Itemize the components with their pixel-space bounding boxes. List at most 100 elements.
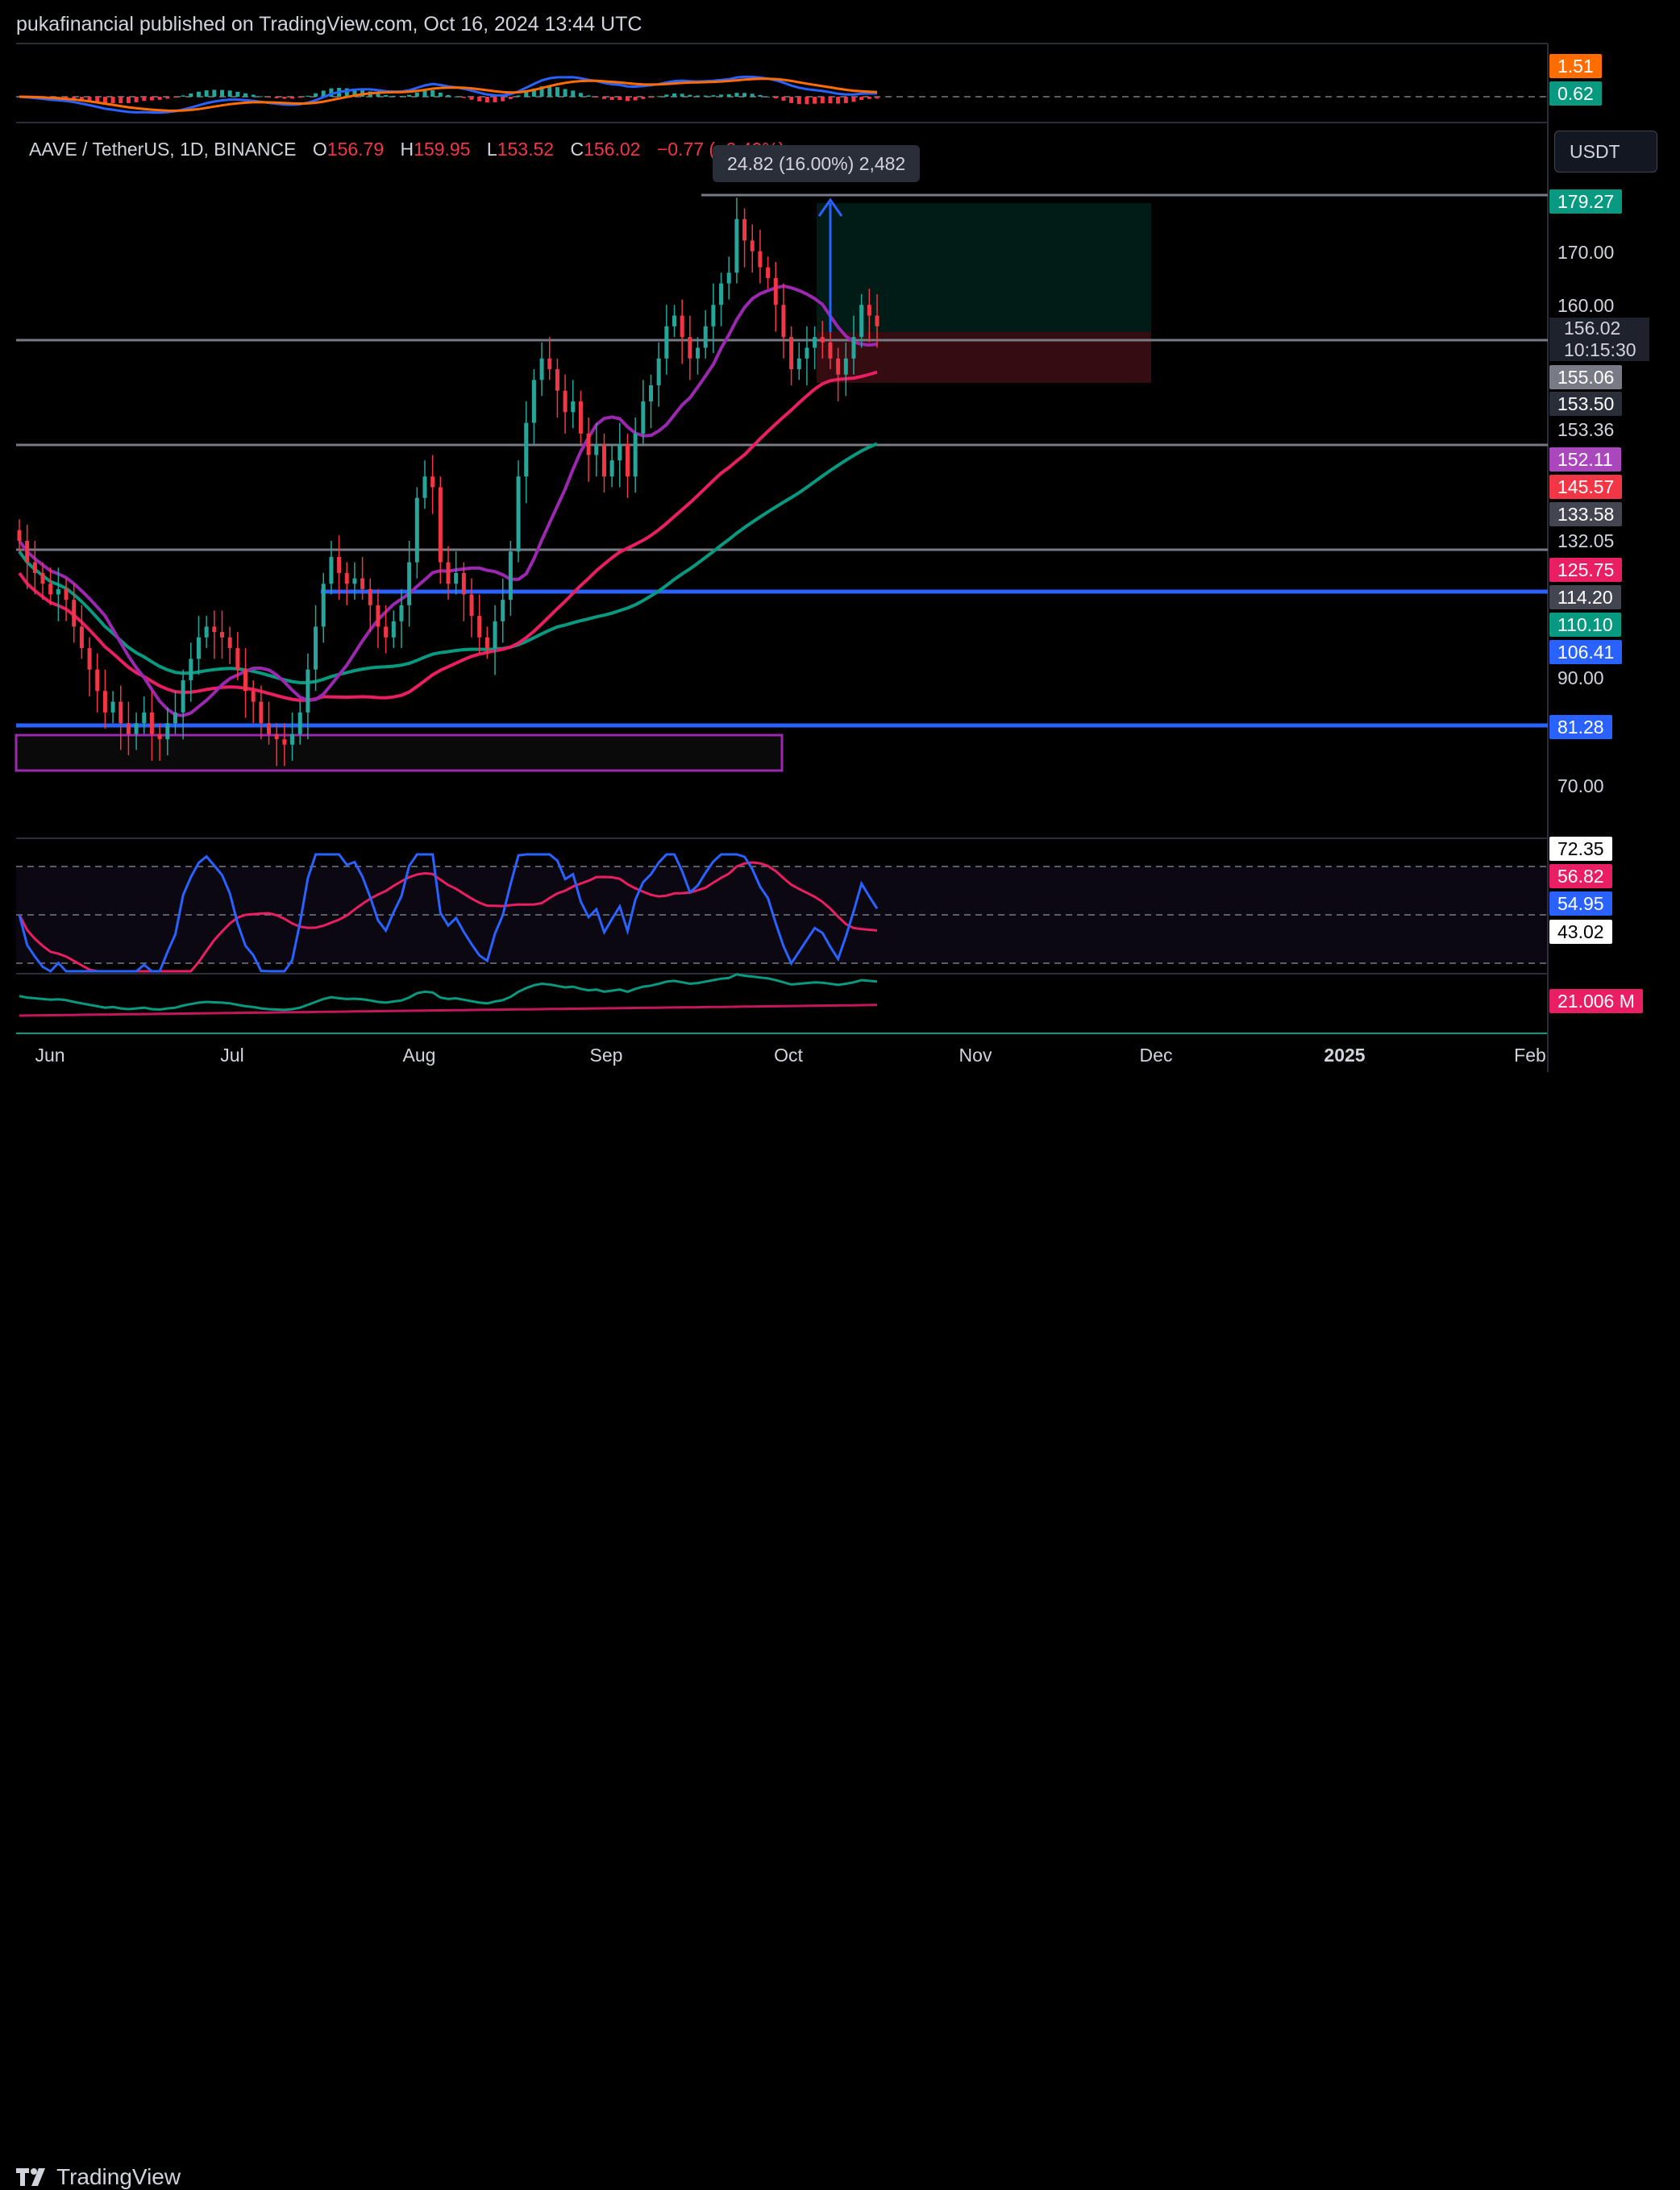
candle-body (430, 476, 435, 488)
macd-histogram-bar (641, 97, 646, 99)
candle-body (750, 240, 755, 251)
macd-histogram-bar (843, 97, 848, 103)
volume-value-label: 21.006 M (1549, 989, 1643, 1013)
close-value: 156.02 (584, 139, 641, 160)
candle-body (267, 723, 272, 734)
candle-body (157, 733, 162, 740)
candle-body (813, 337, 817, 348)
rsi-value-label: 43.02 (1549, 920, 1612, 944)
tradingview-logo-icon (16, 2168, 45, 2186)
macd-histogram-bar (297, 97, 302, 98)
macd-histogram-bar (196, 91, 201, 97)
candle-body (290, 733, 295, 745)
macd-histogram-bar (625, 97, 630, 102)
time-axis-label: Jun (35, 1045, 65, 1066)
macd-histogram-bar (243, 93, 248, 97)
macd-histogram-bar (399, 96, 404, 98)
volume-indicator-panel (19, 973, 878, 1017)
macd-histogram-bar (189, 94, 193, 97)
macd-histogram-bar (633, 97, 638, 101)
candle-body (297, 712, 302, 734)
macd-histogram-bar (384, 94, 389, 97)
tick-90: 90.00 (1557, 667, 1604, 688)
position-target-zone (817, 203, 1151, 332)
candle-body (820, 337, 825, 343)
low-label: L (486, 139, 497, 160)
candle-body (204, 626, 209, 638)
macd-histogram-bar (422, 90, 427, 97)
measure-tooltip: 24.82 (16.00%) 2,482 (713, 145, 921, 182)
candle-body (781, 305, 786, 338)
macd-histogram-bar (212, 89, 217, 97)
candle-body (539, 358, 544, 380)
macd-histogram-bar (501, 97, 505, 102)
candle-body (648, 385, 653, 401)
candle-body (867, 305, 871, 316)
ma-red-line (18, 370, 878, 702)
tradingview-logo[interactable]: TradingView (16, 2164, 181, 2190)
candle-body (726, 272, 731, 284)
candle-body (711, 305, 716, 326)
candle-body (314, 626, 318, 670)
macd-histogram-bar (813, 97, 817, 104)
candle-body (688, 337, 692, 359)
macd-histogram-bar (578, 93, 583, 97)
rsi-value-label: 56.82 (1549, 864, 1612, 888)
price-label: 145.57 (1549, 475, 1623, 499)
candle-body (181, 679, 185, 713)
macd-histogram-bar (134, 97, 139, 102)
candle-body (531, 380, 536, 423)
macd-histogram-bar (181, 95, 185, 97)
candle-body (493, 621, 497, 649)
macd-histogram-bar (750, 94, 755, 97)
candle-body (601, 444, 606, 477)
candle-body (766, 267, 771, 278)
tradingview-brand: TradingView (56, 2164, 181, 2189)
price-label: 153.36 (1557, 419, 1615, 440)
candle-body (843, 358, 848, 375)
price-label: 132.05 (1557, 530, 1615, 551)
currency-button[interactable]: USDT (1554, 131, 1657, 172)
candle-body (368, 588, 372, 605)
macd-histogram-bar (142, 97, 147, 102)
macd-histogram-bar (102, 97, 107, 104)
macd-histogram-bar (820, 97, 825, 104)
candle-body (102, 691, 107, 713)
open-label: O (312, 139, 327, 160)
macd-histogram-bar (555, 87, 559, 97)
rsi-ma-line (18, 861, 878, 973)
macd-signal-line (19, 77, 878, 112)
header: pukafinancial published on TradingView.c… (0, 0, 1680, 44)
macd-histogram-bar (290, 97, 295, 99)
price-label: 153.50 (1549, 392, 1623, 416)
candlestick-series (17, 197, 880, 767)
time-axis-label: 2025 (1324, 1045, 1366, 1066)
candle-body (173, 712, 177, 724)
macd-histogram-bar (734, 93, 739, 97)
macd-histogram-bar (461, 97, 466, 98)
macd-histogram-bar (531, 88, 536, 97)
candle-body (407, 562, 412, 605)
candle-body (189, 659, 193, 680)
symbol-legend[interactable]: AAVE / TetherUS, 1D, BINANCE O156.79 H15… (29, 139, 796, 160)
macd-histogram-bar (321, 90, 326, 97)
candle-body (454, 572, 459, 584)
candle-body (696, 347, 701, 359)
candle-body (836, 358, 841, 375)
macd-histogram-bar (438, 92, 443, 97)
candle-body (438, 487, 443, 563)
macd-histogram-bar (516, 95, 521, 97)
candle-body (243, 669, 248, 692)
macd-histogram-bar (766, 96, 771, 98)
macd-histogram-bar (477, 97, 482, 102)
macd-histogram-bar (524, 91, 529, 97)
rsi-value-label: 72.35 (1549, 837, 1612, 861)
macd-histogram-bar (711, 95, 716, 97)
macd-histogram-bar (306, 95, 310, 97)
candle-body (384, 626, 389, 638)
macd-histogram-bar (688, 94, 692, 97)
tick-70: 70.00 (1557, 775, 1604, 796)
candle-body (875, 315, 880, 326)
price-label: 179.27 (1549, 189, 1623, 214)
chart-canvas[interactable] (0, 0, 1680, 1072)
